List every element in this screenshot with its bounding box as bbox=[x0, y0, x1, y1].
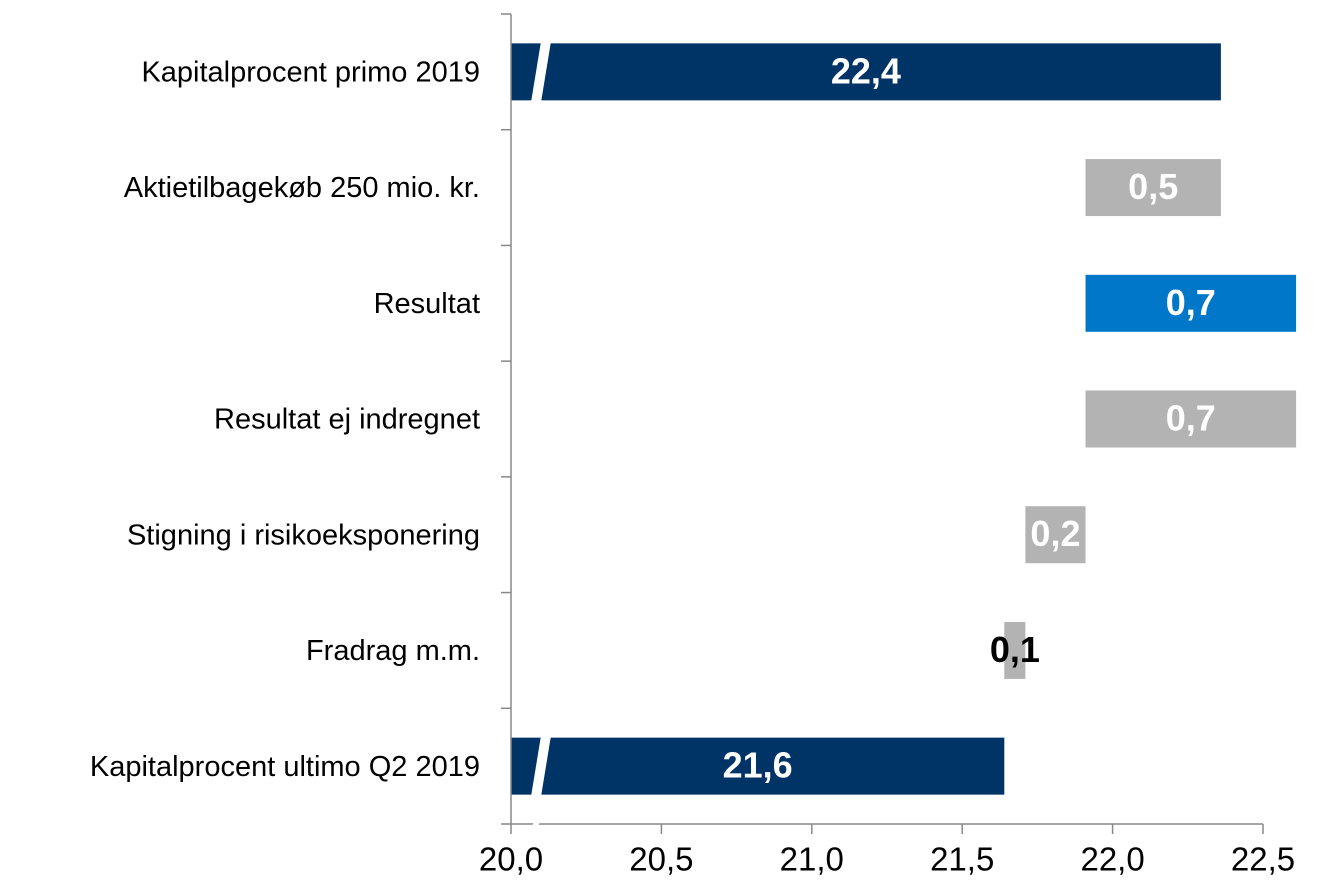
value-label: 0,5 bbox=[1128, 166, 1178, 207]
x-tick-label: 22,0 bbox=[1080, 841, 1144, 878]
category-label: Kapitalprocent primo 2019 bbox=[141, 57, 480, 89]
bar bbox=[1085, 159, 1221, 217]
x-tick-label: 20,5 bbox=[629, 841, 693, 878]
bar bbox=[1025, 506, 1086, 564]
value-label: 0,7 bbox=[1166, 398, 1216, 439]
axis-break bbox=[531, 735, 551, 797]
value-label: 0,2 bbox=[1030, 513, 1080, 554]
value-label: 21,6 bbox=[723, 745, 793, 786]
x-tick-label: 21,5 bbox=[930, 841, 994, 878]
x-tick-label: 22,5 bbox=[1231, 841, 1295, 878]
bar bbox=[1085, 390, 1297, 448]
bar bbox=[1004, 621, 1026, 679]
axis-break bbox=[531, 41, 551, 103]
value-label: 22,4 bbox=[831, 50, 901, 91]
category-label: Resultat bbox=[374, 288, 480, 320]
x-tick-label: 20,0 bbox=[479, 841, 543, 878]
category-label: Stigning i risikoeksponering bbox=[127, 519, 480, 551]
bar bbox=[511, 737, 1005, 795]
value-label: 0,7 bbox=[1166, 282, 1216, 323]
bar bbox=[511, 43, 1221, 101]
x-tick-label: 21,0 bbox=[780, 841, 844, 878]
value-label: 0,1 bbox=[990, 629, 1040, 670]
category-label: Fradrag m.m. bbox=[306, 635, 480, 667]
category-label: Resultat ej indregnet bbox=[214, 404, 480, 436]
category-label: Aktietilbagekøb 250 mio. kr. bbox=[124, 172, 480, 204]
bar bbox=[1085, 274, 1297, 332]
axis-break bbox=[531, 818, 541, 830]
category-label: Kapitalprocent ultimo Q2 2019 bbox=[90, 751, 480, 783]
